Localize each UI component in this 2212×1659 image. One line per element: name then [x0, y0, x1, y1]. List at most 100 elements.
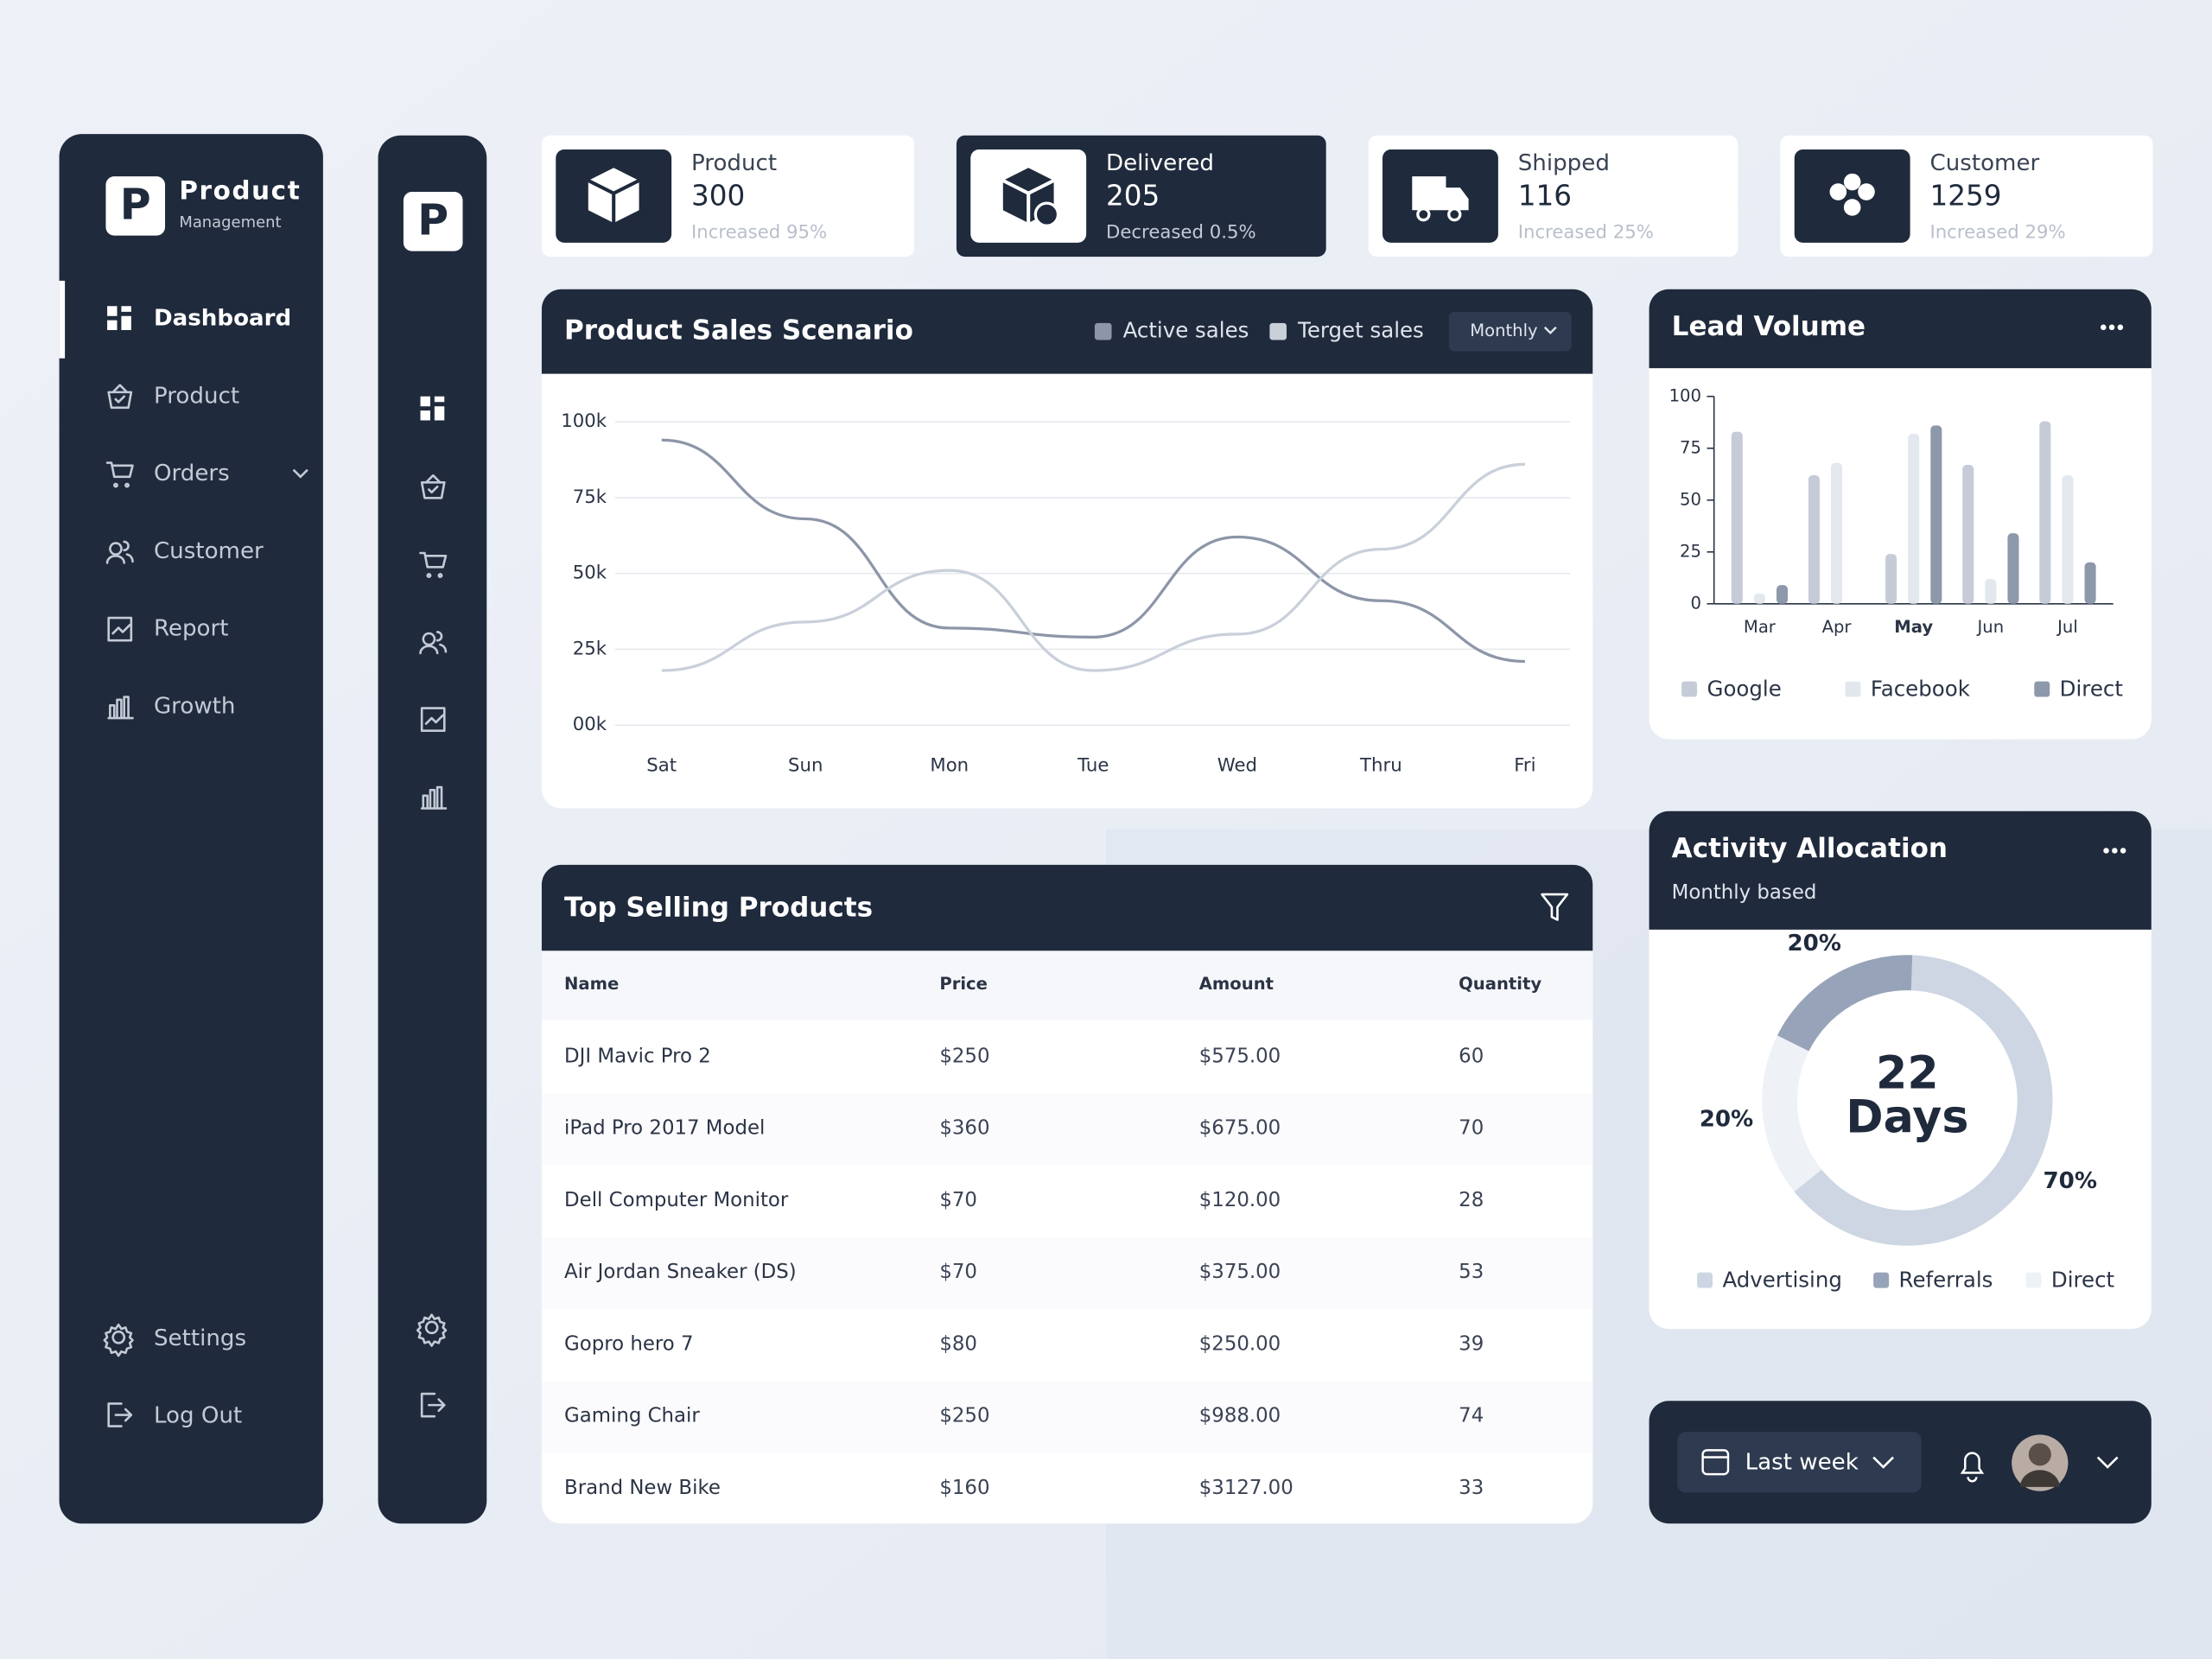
table: Name Price Amount Quantity DJI Mavic Pro 2 $2… — [541, 974, 1593, 1499]
nav-item[interactable]: Customer — [154, 538, 264, 564]
sidebar — [59, 134, 323, 1524]
donut-segment — [1762, 1035, 1822, 1192]
column-header: Name — [564, 974, 619, 994]
activity-panel — [1649, 810, 2152, 1329]
table-cell: 33 — [1459, 1477, 1484, 1499]
nav-item[interactable]: Report — [154, 616, 229, 642]
nav-item[interactable]: Dashboard — [154, 305, 291, 331]
legend-label: Advertising — [1722, 1267, 1841, 1292]
row-stripe — [541, 1093, 1593, 1166]
x-tick-label: Tue — [1077, 755, 1109, 777]
y-tick-label: 25 — [1680, 541, 1701, 561]
stat-icon-line — [587, 179, 640, 223]
nav-icon — [420, 1392, 446, 1418]
legend-label: Google — [1707, 676, 1782, 701]
bar — [1777, 585, 1789, 604]
legend-swatch — [1697, 1272, 1713, 1288]
table-cell: $675.00 — [1199, 1117, 1281, 1140]
bar — [1731, 431, 1743, 604]
line-series — [661, 462, 1525, 672]
logo: P — [417, 195, 448, 245]
table-cell: $3127.00 — [1199, 1477, 1294, 1499]
bar — [1808, 474, 1820, 604]
nav-icon — [107, 696, 134, 720]
segment-label: 70% — [2044, 1168, 2098, 1194]
panel-header — [1649, 810, 2152, 930]
legend-label: Direct — [2051, 1267, 2115, 1292]
nav-icon — [105, 540, 134, 564]
nav-icon — [107, 384, 133, 410]
bar — [1753, 593, 1765, 604]
table-cell: $70 — [939, 1189, 977, 1211]
chevron — [1543, 326, 1557, 335]
table-header — [541, 950, 1593, 1020]
stat-icon — [1412, 176, 1469, 211]
center-value: 22 — [1876, 1048, 1939, 1100]
chevron — [292, 468, 308, 479]
legend-swatch — [1845, 681, 1861, 697]
more-icon[interactable] — [2103, 848, 2126, 854]
x-tick-label: Sat — [646, 755, 677, 777]
sales-panel — [541, 289, 1593, 809]
dropdown[interactable] — [1448, 311, 1572, 352]
lead-chart: 0 25 50 75 100 Mar Apr May Jun Jul Google Facebook D… — [1669, 385, 2124, 701]
filter-icon[interactable] — [1541, 893, 1569, 921]
panel-header — [541, 864, 1593, 951]
table-cell: $250 — [939, 1405, 989, 1427]
panel-title: Lead Volume — [1672, 311, 1866, 342]
bell-icon[interactable] — [1960, 1452, 1985, 1483]
segment-label: 20% — [1700, 1107, 1754, 1133]
table-cell: $988.00 — [1199, 1405, 1281, 1427]
nav-icon — [420, 396, 445, 421]
nav-icon — [416, 1313, 448, 1347]
nav-item[interactable]: Product — [154, 383, 239, 409]
legend-label: Terget sales — [1297, 318, 1424, 343]
bar — [2007, 533, 2019, 604]
table-cell: $375.00 — [1199, 1261, 1281, 1283]
y-tick-label: 100 — [1669, 385, 1701, 405]
stat-icon — [1843, 173, 1861, 191]
table-cell: $360 — [939, 1117, 989, 1140]
chevron — [1872, 1456, 1894, 1469]
panel-header — [541, 289, 1593, 374]
table-cell: $80 — [939, 1332, 977, 1355]
chevron[interactable] — [2096, 1456, 2119, 1469]
table-cell: 74 — [1459, 1405, 1484, 1427]
nav-item[interactable]: Settings — [154, 1325, 246, 1351]
stat-icon — [1416, 207, 1431, 222]
table-cell: Brand New Bike — [564, 1477, 721, 1499]
bar — [2062, 474, 2074, 604]
brand-name: Product — [179, 176, 301, 206]
row-stripe — [541, 1236, 1593, 1310]
x-tick-label: Mon — [930, 755, 969, 777]
nav: Dashboard Product Orders Customer Report Grow… — [103, 305, 308, 1429]
stat-icon — [1858, 183, 1875, 200]
bar — [1962, 464, 1974, 604]
table-cell: $70 — [939, 1261, 977, 1283]
more-icon[interactable] — [2101, 324, 2124, 331]
logo-box — [105, 176, 166, 236]
panel-subtitle: Monthly based — [1672, 881, 1817, 904]
avatar-head — [2028, 1443, 2051, 1466]
x-tick-label: Wed — [1217, 755, 1257, 777]
y-tick-label: 100k — [561, 410, 607, 432]
nav-item[interactable]: Orders — [154, 461, 230, 486]
table-cell: $575.00 — [1199, 1045, 1281, 1067]
table-cell: Gopro hero 7 — [564, 1332, 694, 1355]
nav-icon — [103, 1323, 134, 1357]
period-select[interactable] — [1677, 1432, 1922, 1493]
nav-icon — [419, 631, 448, 655]
y-tick-label: 00k — [573, 714, 607, 735]
y-tick-label: 0 — [1691, 593, 1701, 613]
x-tick-label: Jun — [1976, 617, 2005, 637]
stat-icon-box — [1794, 149, 1910, 243]
nav-icon — [420, 707, 446, 733]
donut-segment — [1777, 955, 1913, 1052]
nav-item[interactable]: Log Out — [154, 1403, 242, 1429]
legend-label: Facebook — [1871, 676, 1971, 701]
nav-icon — [107, 306, 131, 331]
y-tick-label: 75k — [573, 486, 607, 508]
legend-swatch — [1681, 681, 1698, 697]
nav-item[interactable]: Growth — [154, 693, 236, 719]
